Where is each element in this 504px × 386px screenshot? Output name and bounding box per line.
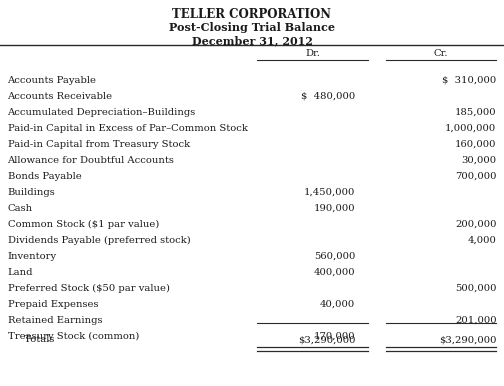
Text: Paid-in Capital in Excess of Par–Common Stock: Paid-in Capital in Excess of Par–Common …	[8, 124, 247, 133]
Text: 200,000: 200,000	[455, 220, 496, 229]
Text: $  480,000: $ 480,000	[301, 92, 355, 101]
Text: Treasury Stock (common): Treasury Stock (common)	[8, 332, 139, 341]
Text: 700,000: 700,000	[455, 172, 496, 181]
Text: 30,000: 30,000	[461, 156, 496, 165]
Text: Accumulated Depreciation–Buildings: Accumulated Depreciation–Buildings	[8, 108, 196, 117]
Text: $3,290,000: $3,290,000	[298, 335, 355, 344]
Text: Common Stock ($1 par value): Common Stock ($1 par value)	[8, 220, 159, 229]
Text: December 31, 2012: December 31, 2012	[192, 35, 312, 46]
Text: Prepaid Expenses: Prepaid Expenses	[8, 300, 98, 309]
Text: 560,000: 560,000	[314, 252, 355, 261]
Text: Allowance for Doubtful Accounts: Allowance for Doubtful Accounts	[8, 156, 174, 165]
Text: 1,450,000: 1,450,000	[304, 188, 355, 197]
Text: Post-Closing Trial Balance: Post-Closing Trial Balance	[169, 22, 335, 33]
Text: Land: Land	[8, 268, 33, 277]
Text: 170,000: 170,000	[313, 332, 355, 341]
Text: Dr.: Dr.	[305, 49, 320, 58]
Text: Retained Earnings: Retained Earnings	[8, 316, 102, 325]
Text: Paid-in Capital from Treasury Stock: Paid-in Capital from Treasury Stock	[8, 140, 190, 149]
Text: 40,000: 40,000	[320, 300, 355, 309]
Text: Buildings: Buildings	[8, 188, 55, 197]
Text: Cr.: Cr.	[434, 49, 448, 58]
Text: Totals: Totals	[18, 335, 54, 344]
Text: 160,000: 160,000	[455, 140, 496, 149]
Text: 400,000: 400,000	[313, 268, 355, 277]
Text: Bonds Payable: Bonds Payable	[8, 172, 81, 181]
Text: $3,290,000: $3,290,000	[439, 335, 496, 344]
Text: Preferred Stock ($50 par value): Preferred Stock ($50 par value)	[8, 284, 169, 293]
Text: Inventory: Inventory	[8, 252, 56, 261]
Text: 201,000: 201,000	[455, 316, 496, 325]
Text: Accounts Receivable: Accounts Receivable	[8, 92, 113, 101]
Text: TELLER CORPORATION: TELLER CORPORATION	[172, 8, 332, 21]
Text: $  310,000: $ 310,000	[442, 76, 496, 85]
Text: Cash: Cash	[8, 204, 33, 213]
Text: 4,000: 4,000	[468, 236, 496, 245]
Text: Accounts Payable: Accounts Payable	[8, 76, 97, 85]
Text: 1,000,000: 1,000,000	[445, 124, 496, 133]
Text: 190,000: 190,000	[313, 204, 355, 213]
Text: Dividends Payable (preferred stock): Dividends Payable (preferred stock)	[8, 236, 191, 245]
Text: 500,000: 500,000	[455, 284, 496, 293]
Text: 185,000: 185,000	[455, 108, 496, 117]
